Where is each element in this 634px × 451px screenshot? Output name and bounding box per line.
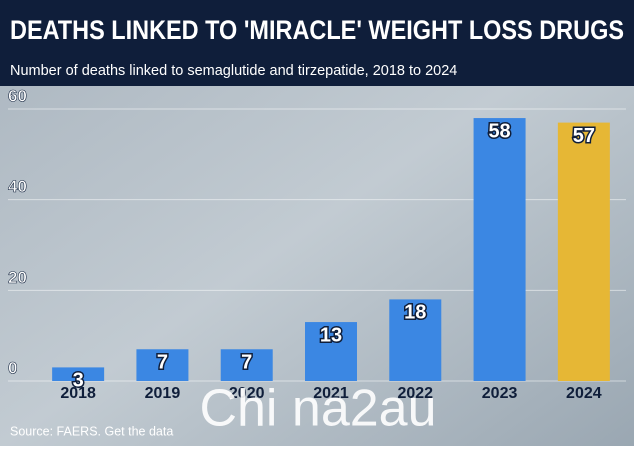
source: Source: FAERS. Get the data bbox=[10, 424, 173, 438]
y-tick-label: 60 bbox=[8, 86, 27, 105]
header-band bbox=[0, 0, 634, 86]
bar bbox=[136, 349, 189, 381]
bar bbox=[305, 322, 357, 381]
bar bbox=[389, 299, 442, 381]
x-tick-label: 2021 bbox=[313, 385, 349, 402]
data-label: 18 bbox=[404, 302, 426, 324]
y-tick-label: 0 bbox=[8, 358, 17, 377]
y-tick-label: 20 bbox=[8, 268, 27, 287]
x-tick-label: 2018 bbox=[60, 385, 96, 402]
data-label: 13 bbox=[320, 324, 342, 346]
bar bbox=[52, 367, 105, 381]
x-tick-label: 2020 bbox=[229, 385, 265, 402]
bar bbox=[220, 349, 273, 381]
x-tick-label: 2024 bbox=[566, 385, 602, 402]
data-label: 57 bbox=[573, 125, 595, 147]
x-tick-label: 2022 bbox=[397, 385, 433, 402]
watermark: Chi na2au bbox=[199, 380, 436, 438]
chart-title: DEATHS LINKED TO 'MIRACLE' WEIGHT LOSS D… bbox=[10, 15, 624, 45]
x-tick-label: 2019 bbox=[145, 385, 181, 402]
x-tick-label: 2023 bbox=[482, 385, 518, 402]
data-label: 7 bbox=[157, 352, 168, 374]
bar bbox=[557, 122, 610, 381]
bar bbox=[473, 118, 526, 382]
y-tick-label: 40 bbox=[8, 177, 27, 196]
data-label: 7 bbox=[241, 352, 252, 374]
chart-subtitle: Number of deaths linked to semaglutide a… bbox=[10, 63, 457, 79]
data-label: 58 bbox=[488, 120, 510, 142]
data-label: 3 bbox=[73, 370, 84, 392]
